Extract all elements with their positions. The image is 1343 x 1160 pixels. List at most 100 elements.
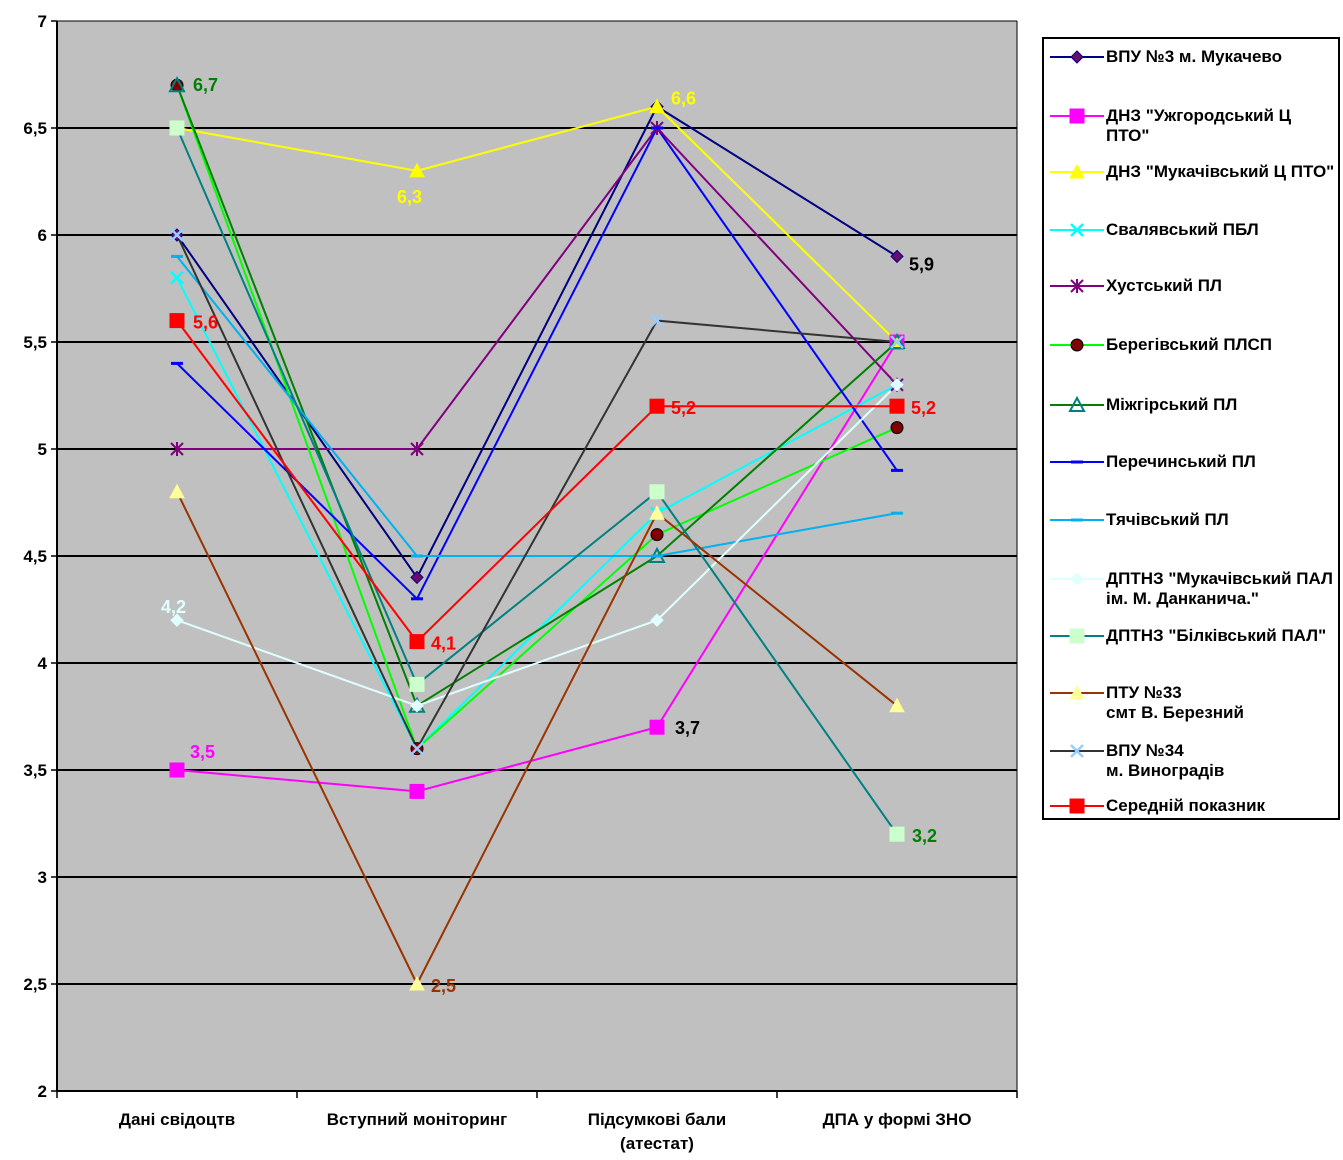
data-point bbox=[889, 398, 905, 414]
data-label: 5,2 bbox=[911, 398, 936, 418]
data-label: 3,5 bbox=[190, 742, 215, 762]
legend-label: Міжгірський ПЛ bbox=[1106, 394, 1238, 414]
series-line bbox=[176, 491, 898, 987]
data-point bbox=[170, 613, 184, 627]
y-tick-label: 2 bbox=[38, 1082, 47, 1101]
legend-swatch bbox=[1050, 685, 1104, 700]
legend-item: ВПУ №34 м. Виноградів bbox=[1048, 741, 1338, 781]
legend: ВПУ №3 м. Мукачево ДНЗ "Ужгородський Ц ПТ… bbox=[1042, 37, 1340, 820]
data-label: 6,6 bbox=[671, 89, 696, 109]
data-point bbox=[171, 361, 183, 365]
legend-label: ДПТНЗ "Мукачівський ПАЛ ім. М. Данканича… bbox=[1106, 569, 1333, 609]
data-point bbox=[891, 468, 903, 472]
data-point bbox=[889, 826, 905, 842]
legend-item: Перечинський ПЛ bbox=[1048, 452, 1338, 472]
data-point bbox=[168, 76, 186, 93]
data-point bbox=[410, 570, 424, 585]
data-label: 3,2 bbox=[912, 826, 937, 846]
legend-swatch bbox=[1050, 798, 1104, 814]
y-tick-label: 4,5 bbox=[23, 547, 47, 566]
y-tick-label: 3,5 bbox=[23, 761, 47, 780]
data-point bbox=[891, 511, 903, 515]
legend-label: ДПТНЗ "Білківський ПАЛ" bbox=[1106, 625, 1327, 645]
series-line bbox=[176, 84, 898, 708]
data-point bbox=[169, 762, 185, 778]
data-point bbox=[649, 484, 665, 500]
legend-label: ДНЗ "Мукачівський Ц ПТО" bbox=[1106, 162, 1335, 182]
data-point bbox=[890, 421, 904, 435]
legend-marker bbox=[1070, 50, 1084, 64]
data-point bbox=[650, 528, 664, 542]
series-line bbox=[176, 105, 898, 343]
data-point bbox=[889, 697, 905, 713]
legend-label: Берегівський ПЛСП bbox=[1106, 335, 1273, 355]
legend-item: ДНЗ "Ужгородський Ц ПТО" bbox=[1048, 106, 1338, 146]
data-point bbox=[409, 676, 425, 692]
legend-label: ДНЗ "Ужгородський Ц ПТО" bbox=[1106, 106, 1292, 146]
legend-marker bbox=[1069, 108, 1085, 124]
data-point bbox=[650, 613, 664, 627]
data-point bbox=[170, 228, 184, 242]
data-point bbox=[650, 313, 664, 328]
legend-swatch bbox=[1050, 628, 1104, 644]
data-label: 5,2 bbox=[671, 398, 696, 418]
legend-label: Перечинський ПЛ bbox=[1106, 452, 1256, 472]
legend-swatch bbox=[1050, 338, 1104, 352]
legend-marker bbox=[1069, 164, 1085, 179]
legend-marker bbox=[1068, 395, 1086, 412]
data-label: 6,7 bbox=[193, 75, 218, 95]
data-point bbox=[651, 554, 663, 558]
y-tick-label: 7 bbox=[38, 12, 47, 31]
data-label: 3,7 bbox=[675, 718, 700, 738]
data-point bbox=[649, 398, 665, 414]
series-line bbox=[176, 84, 898, 751]
legend-marker bbox=[1070, 279, 1084, 294]
legend-item: ДПТНЗ "Мукачівський ПАЛ ім. М. Данканича… bbox=[1048, 569, 1338, 609]
legend-marker bbox=[1069, 798, 1085, 814]
y-tick-label: 6,5 bbox=[23, 119, 47, 138]
legend-item: Хустський ПЛ bbox=[1048, 276, 1338, 296]
data-point bbox=[171, 254, 183, 258]
legend-item: Берегівський ПЛСП bbox=[1048, 335, 1338, 355]
legend-marker bbox=[1070, 338, 1084, 352]
legend-label: ВПУ №34 м. Виноградів bbox=[1106, 741, 1225, 780]
series-line bbox=[176, 320, 897, 644]
legend-marker bbox=[1069, 628, 1085, 644]
data-label: 2,5 bbox=[431, 976, 456, 996]
legend-item: Тячівський ПЛ bbox=[1048, 510, 1338, 530]
data-point bbox=[409, 783, 425, 799]
legend-swatch bbox=[1050, 395, 1104, 412]
y-tick-label: 5 bbox=[38, 440, 47, 459]
legend-item: Середній показник bbox=[1048, 796, 1338, 816]
data-point bbox=[170, 270, 184, 285]
legend-label: Середній показник bbox=[1106, 795, 1266, 815]
legend-item: Свалявський ПБЛ bbox=[1048, 220, 1338, 240]
legend-item: ДПТНЗ "Білківський ПАЛ" bbox=[1048, 626, 1338, 646]
legend-swatch bbox=[1050, 164, 1104, 179]
data-point bbox=[649, 98, 665, 114]
legend-swatch bbox=[1050, 50, 1104, 64]
data-point bbox=[410, 699, 424, 713]
data-label: 6,3 bbox=[397, 187, 422, 207]
y-tick-label: 2,5 bbox=[23, 975, 47, 994]
legend-label: Тячівський ПЛ bbox=[1106, 510, 1229, 530]
series-line bbox=[176, 127, 898, 835]
data-point bbox=[890, 335, 904, 349]
data-point bbox=[411, 554, 423, 558]
data-label: 5,6 bbox=[193, 313, 218, 333]
data-point bbox=[888, 332, 906, 349]
data-point bbox=[890, 249, 904, 264]
legend-swatch bbox=[1050, 518, 1104, 522]
legend-label: ПТУ №33 смт В. Березний bbox=[1106, 683, 1244, 723]
x-tick-label: Дані свідоцтв bbox=[119, 1110, 235, 1129]
legend-item: ВПУ №3 м. Мукачево bbox=[1048, 47, 1338, 67]
legend-swatch bbox=[1050, 572, 1104, 587]
legend-marker bbox=[1071, 460, 1083, 464]
legend-swatch bbox=[1050, 223, 1104, 237]
legend-marker bbox=[1071, 518, 1083, 522]
legend-item: ПТУ №33 смт В. Березний bbox=[1048, 683, 1338, 723]
data-point bbox=[170, 442, 184, 456]
legend-swatch bbox=[1050, 460, 1104, 464]
legend-label: Хустський ПЛ bbox=[1106, 276, 1222, 296]
